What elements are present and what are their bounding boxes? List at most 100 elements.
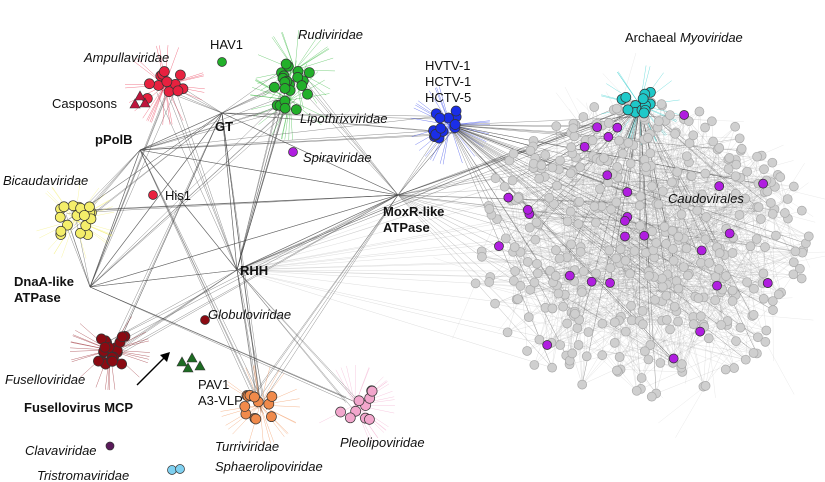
edge [745, 156, 758, 360]
node [609, 338, 620, 348]
node [605, 263, 616, 273]
edge [139, 149, 264, 414]
node [532, 268, 543, 279]
node [753, 202, 764, 213]
edge [558, 169, 759, 338]
edge [236, 178, 496, 271]
node [470, 278, 481, 289]
node [620, 255, 631, 266]
node [566, 239, 576, 250]
label: A3-VLP [198, 393, 243, 408]
edge [236, 269, 355, 412]
edge [704, 193, 736, 327]
node [163, 86, 175, 98]
edge [656, 120, 666, 204]
edge [504, 186, 767, 331]
node [668, 353, 679, 364]
node [435, 122, 447, 134]
edge [735, 193, 761, 220]
edge [577, 327, 757, 354]
edge [725, 246, 766, 277]
node [513, 294, 523, 304]
node [657, 281, 668, 292]
node [673, 316, 683, 327]
label: GT [215, 119, 233, 134]
node [758, 268, 769, 279]
edge [526, 198, 687, 352]
edge [221, 112, 399, 196]
node [107, 355, 118, 367]
node [176, 356, 188, 367]
edge [600, 143, 690, 162]
edge [89, 78, 172, 288]
edge [775, 235, 804, 251]
node [647, 181, 657, 192]
edge [236, 194, 399, 271]
edge [708, 338, 754, 354]
node [612, 122, 623, 133]
node [555, 155, 565, 166]
edge [688, 121, 763, 284]
node [611, 103, 622, 114]
node [651, 238, 662, 248]
node [79, 210, 90, 221]
node [692, 205, 703, 216]
node [762, 278, 773, 288]
edge [627, 216, 661, 363]
edge [449, 124, 806, 244]
edge [259, 369, 280, 406]
edge [701, 250, 758, 272]
node [249, 391, 260, 403]
node [730, 188, 741, 199]
edge [616, 324, 644, 371]
edge [591, 271, 649, 282]
node [304, 67, 315, 78]
edge [547, 275, 571, 346]
node [567, 348, 578, 359]
edge [579, 319, 746, 360]
edge [139, 149, 255, 402]
node [611, 197, 622, 208]
edge [654, 273, 690, 301]
edge [579, 193, 736, 202]
node [761, 325, 772, 336]
edge [627, 306, 675, 344]
node [714, 143, 725, 153]
nodes [54, 57, 814, 475]
edge [66, 194, 399, 214]
edge [686, 214, 740, 249]
edge [620, 114, 685, 317]
node [558, 301, 568, 312]
label: Caudovirales [668, 191, 744, 206]
edge [608, 182, 768, 192]
node [723, 164, 734, 174]
node [686, 171, 697, 181]
edge [772, 209, 775, 302]
label: Sphaerolipoviridae [215, 459, 323, 474]
node [700, 380, 711, 391]
node [565, 206, 576, 217]
node [523, 312, 534, 322]
edge [449, 124, 534, 147]
edge [644, 268, 800, 352]
edge [575, 157, 666, 233]
edge [555, 275, 741, 328]
node [280, 58, 292, 70]
node [84, 201, 95, 213]
node [606, 204, 616, 215]
node [290, 104, 302, 115]
edge [596, 158, 637, 391]
edge [682, 156, 761, 373]
edge [705, 155, 761, 218]
edge [654, 257, 728, 322]
node [753, 332, 763, 343]
edge [397, 194, 682, 368]
node [788, 257, 799, 268]
node [530, 234, 541, 245]
node [645, 148, 656, 159]
edge [676, 127, 706, 282]
edge [569, 108, 605, 159]
node [99, 342, 111, 353]
edge [236, 269, 491, 278]
node [562, 318, 572, 329]
